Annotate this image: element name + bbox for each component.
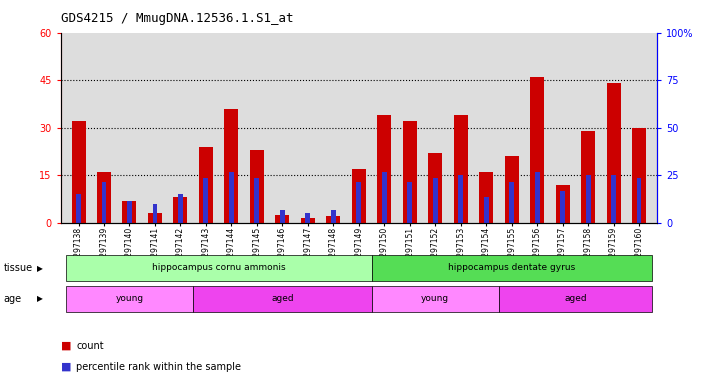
Bar bbox=[509, 182, 514, 223]
Bar bbox=[174, 197, 188, 223]
Bar bbox=[301, 218, 315, 223]
Bar bbox=[127, 200, 132, 223]
Bar bbox=[224, 109, 238, 223]
Bar bbox=[71, 121, 86, 223]
Bar bbox=[453, 115, 468, 223]
Bar bbox=[433, 178, 438, 223]
Bar bbox=[306, 213, 311, 223]
Bar bbox=[101, 182, 106, 223]
Bar bbox=[76, 194, 81, 223]
Bar bbox=[560, 191, 565, 223]
Bar bbox=[632, 127, 646, 223]
Bar bbox=[250, 150, 264, 223]
Bar bbox=[276, 215, 289, 223]
Text: ■: ■ bbox=[61, 362, 71, 372]
Bar bbox=[66, 286, 193, 311]
Text: percentile rank within the sample: percentile rank within the sample bbox=[76, 362, 241, 372]
Text: aged: aged bbox=[271, 294, 293, 303]
Bar bbox=[611, 175, 616, 223]
Bar bbox=[199, 147, 213, 223]
Bar bbox=[97, 172, 111, 223]
Bar bbox=[331, 210, 336, 223]
Bar bbox=[193, 286, 371, 311]
Bar bbox=[371, 255, 652, 281]
Text: young: young bbox=[421, 294, 449, 303]
Bar bbox=[407, 182, 412, 223]
Text: hippocampus cornu ammonis: hippocampus cornu ammonis bbox=[152, 263, 286, 272]
Text: count: count bbox=[76, 341, 104, 351]
Bar bbox=[352, 169, 366, 223]
Bar bbox=[382, 172, 387, 223]
Bar bbox=[458, 175, 463, 223]
Bar bbox=[581, 131, 595, 223]
Text: age: age bbox=[4, 294, 21, 304]
Bar bbox=[555, 185, 570, 223]
Bar bbox=[428, 153, 442, 223]
Bar bbox=[483, 197, 488, 223]
Bar bbox=[479, 172, 493, 223]
Bar bbox=[377, 115, 391, 223]
Bar bbox=[326, 217, 341, 223]
Bar bbox=[123, 200, 136, 223]
Text: young: young bbox=[116, 294, 144, 303]
Bar bbox=[148, 213, 162, 223]
Text: hippocampus dentate gyrus: hippocampus dentate gyrus bbox=[448, 263, 575, 272]
Bar bbox=[371, 286, 499, 311]
Text: ▶: ▶ bbox=[37, 263, 43, 273]
Bar bbox=[637, 178, 641, 223]
Text: tissue: tissue bbox=[4, 263, 33, 273]
Bar bbox=[505, 156, 518, 223]
Text: GDS4215 / MmugDNA.12536.1.S1_at: GDS4215 / MmugDNA.12536.1.S1_at bbox=[61, 12, 293, 25]
Bar bbox=[254, 178, 259, 223]
Bar bbox=[403, 121, 417, 223]
Bar bbox=[229, 172, 234, 223]
Bar bbox=[585, 175, 590, 223]
Bar bbox=[66, 255, 371, 281]
Bar bbox=[153, 204, 157, 223]
Text: ■: ■ bbox=[61, 341, 71, 351]
Text: ▶: ▶ bbox=[37, 294, 43, 303]
Bar bbox=[535, 172, 540, 223]
Text: aged: aged bbox=[564, 294, 587, 303]
Bar bbox=[178, 194, 183, 223]
Bar bbox=[356, 182, 361, 223]
Bar bbox=[530, 77, 544, 223]
Bar bbox=[499, 286, 652, 311]
Bar bbox=[203, 178, 208, 223]
Bar bbox=[607, 83, 620, 223]
Bar bbox=[280, 210, 285, 223]
